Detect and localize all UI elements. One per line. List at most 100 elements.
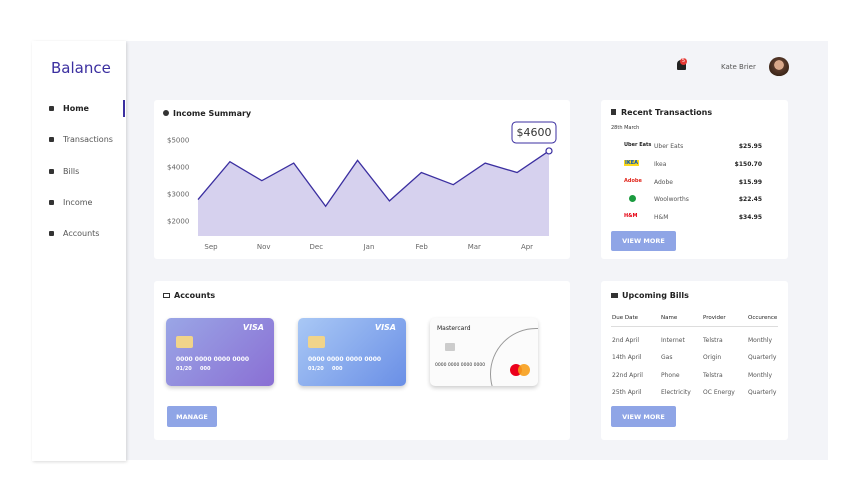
visa-card[interactable]: VISA 0000 0000 0000 0000 01/20 000	[166, 318, 274, 386]
amount: $15.99	[738, 178, 762, 186]
icon	[163, 293, 170, 298]
card-expiry: 01/20	[176, 366, 192, 372]
icon	[163, 110, 169, 116]
bill-cell: OC Energy	[703, 388, 735, 396]
x-label: Mar	[468, 243, 481, 251]
card-number: 0000 0000 0000 0000	[176, 356, 250, 363]
x-label: Feb	[415, 243, 428, 251]
merchant: Ikea	[654, 160, 667, 168]
column-header: Provider	[703, 315, 726, 321]
bill-cell: Telstra	[703, 337, 723, 344]
bill-cell: Electricity	[661, 388, 691, 396]
callout: $4600	[517, 126, 552, 139]
chip	[176, 336, 193, 348]
column-header: Occurence	[748, 315, 778, 321]
column-header: Due Date	[612, 315, 638, 321]
card-brand: VISA	[242, 323, 264, 332]
divider	[611, 326, 778, 327]
bills-card: Upcoming Bills VIEW MORE	[601, 281, 788, 440]
logo: IKEA	[624, 159, 640, 166]
amount: $25.95	[738, 143, 762, 150]
bill-cell: Telstra	[703, 371, 723, 379]
nav-item[interactable]: Home	[63, 104, 89, 113]
card-cvv: 000	[200, 366, 211, 372]
card-title: Accounts	[174, 291, 216, 300]
mc-logo	[518, 364, 530, 376]
visa-card[interactable]: VISA 0000 0000 0000 0000 01/20 000	[298, 318, 406, 386]
card-arc	[490, 328, 538, 386]
merchant: H&M	[654, 214, 669, 222]
card-brand: Mastercard	[437, 325, 471, 332]
merchant: Woolworths	[654, 196, 689, 204]
logo: Uber Eats	[624, 142, 652, 148]
y-tick-label: $2000	[167, 218, 189, 226]
chip	[445, 343, 455, 351]
area	[198, 150, 549, 236]
manage-button[interactable]: MANAGE	[167, 406, 217, 427]
bill-cell: 22nd April	[612, 371, 643, 379]
mastercard-card[interactable]: Mastercard 0000 0000 0000 0000	[430, 318, 538, 386]
x-label: Jan	[363, 243, 375, 251]
income-chart: $2000 $3000 $4000 $5000 $4600 Sep Nov Dec Jan Feb…	[167, 121, 557, 251]
callout-box	[511, 121, 557, 144]
chip	[308, 336, 325, 348]
view-more-button[interactable]: VIEW MORE	[611, 231, 676, 251]
amount: $150.70	[734, 160, 762, 168]
brand: Balance	[51, 59, 111, 77]
bill-cell: Phone	[661, 371, 680, 379]
bill-cell: 14th April	[612, 354, 642, 362]
merchant: Uber Eats	[654, 143, 684, 150]
bill-cell: Quarterly	[748, 354, 777, 362]
y-tick-label: $5000	[167, 137, 189, 145]
nav-item[interactable]: Transactions	[63, 135, 113, 145]
nav-icon	[49, 168, 54, 174]
icon	[611, 293, 618, 298]
nav-item[interactable]: Bills	[63, 166, 80, 176]
bell-icon[interactable]	[677, 60, 686, 70]
bill-cell: Monthly	[748, 337, 773, 344]
logo: Adobe	[624, 177, 642, 184]
bill-cell: Gas	[661, 354, 673, 362]
card-number: 0000 0000 0000 0000	[435, 363, 486, 368]
active-indicator	[123, 100, 125, 117]
card-expiry: 01/20	[308, 366, 324, 372]
avatar[interactable]	[769, 57, 789, 77]
nav-item[interactable]: Income	[63, 197, 93, 207]
x-label: Apr	[521, 243, 533, 251]
transactions-card: Recent Transactions 28th March VIEW MORE	[601, 100, 788, 259]
x-label: Nov	[257, 243, 271, 251]
user-name[interactable]: Kate Brier	[721, 63, 756, 71]
y-tick-label: $4000	[167, 164, 189, 172]
bill-cell: 25th April	[612, 388, 642, 396]
bill-cell: Internet	[661, 337, 685, 344]
date: 28th March	[611, 125, 640, 131]
nav-icon	[49, 199, 54, 205]
nav-icon	[49, 106, 54, 111]
logo	[629, 195, 636, 203]
bill-cell: Monthly	[748, 371, 773, 379]
logo: H&M	[624, 213, 638, 220]
x-label: Dec	[310, 243, 324, 251]
end-point	[545, 147, 553, 155]
x-label: Sep	[204, 243, 218, 251]
icon	[611, 109, 616, 115]
merchant: Adobe	[654, 178, 673, 186]
card-brand: VISA	[374, 323, 396, 332]
bill-cell: Origin	[703, 354, 722, 362]
amount: $34.95	[738, 214, 762, 222]
nav-icon	[49, 137, 54, 143]
view-more-button[interactable]: VIEW MORE	[611, 406, 676, 427]
card-cvv: 000	[332, 366, 343, 372]
nav-item[interactable]: Accounts	[63, 229, 100, 239]
card-title: Income Summary	[173, 109, 252, 118]
y-tick-label: $3000	[167, 191, 189, 199]
card-title: Upcoming Bills	[622, 291, 689, 300]
amount: $22.45	[738, 196, 762, 204]
column-header: Name	[661, 315, 678, 321]
sidebar: Balance	[32, 41, 126, 461]
line	[197, 150, 550, 208]
bill-cell: Quarterly	[748, 388, 777, 396]
notification-badge: 5	[680, 58, 687, 65]
nav-icon	[49, 231, 54, 237]
